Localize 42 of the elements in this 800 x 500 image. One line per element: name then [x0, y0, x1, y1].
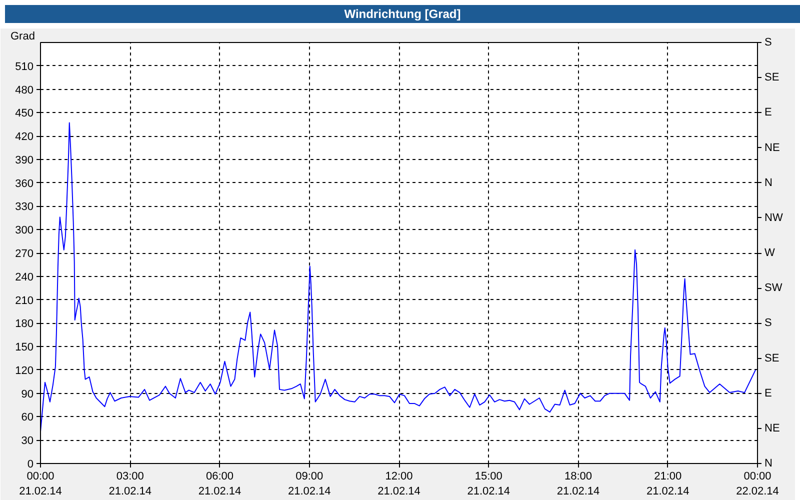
x-tick-label: 15:00 21.02.14	[467, 470, 510, 498]
y-tick-label: 480	[15, 84, 34, 96]
category-label: NE	[764, 422, 780, 434]
category-label: E	[764, 387, 772, 400]
y-tick-label: 30	[21, 435, 34, 448]
y-tick-label: 240	[15, 271, 34, 284]
y-tick-label: 390	[15, 154, 34, 166]
y-tick-label: 450	[15, 108, 34, 120]
y-tick-label: 330	[15, 201, 34, 214]
y-tick-label: 420	[15, 131, 34, 144]
y-tick-label: 90	[21, 388, 34, 400]
y-tick-label: 150	[15, 342, 34, 354]
x-tick-label: 21:00 21.02.14	[646, 470, 690, 498]
chart-title: Windrichtung [Grad]	[344, 6, 461, 23]
y-tick-label: 60	[21, 412, 34, 424]
category-label: SE	[764, 352, 780, 364]
x-tick-label: 12:00 21.02.14	[378, 470, 420, 498]
x-tick-label: 06:00 21.02.14	[198, 470, 242, 498]
x-tick-label: 03:00 21.02.14	[108, 470, 152, 498]
category-label: NE	[764, 142, 780, 154]
x-tick-label: 09:00 21.02.14	[288, 470, 331, 498]
y-tick-label: 0	[27, 458, 34, 470]
category-label: W	[764, 247, 775, 259]
y-tick-label: 120	[15, 364, 34, 377]
category-label: N	[764, 458, 772, 470]
category-label: E	[764, 106, 772, 119]
y-axis-title: Grad	[10, 30, 35, 42]
category-label: S	[764, 36, 772, 48]
category-label: S	[764, 317, 772, 330]
x-tick-label: 18:00 21.02.14	[556, 470, 600, 498]
category-label: N	[764, 176, 772, 189]
y-tick-label: 510	[15, 60, 34, 73]
category-label: SE	[764, 72, 780, 84]
y-tick-label: 210	[15, 294, 34, 307]
y-tick-label: 300	[15, 224, 34, 237]
y-tick-label: 270	[15, 248, 34, 260]
y-tick-label: 180	[15, 318, 34, 330]
category-label: SW	[764, 282, 782, 294]
category-label: NW	[764, 212, 783, 224]
x-tick-label: 00:00 22.02.14	[736, 470, 779, 498]
x-tick-label: 00:00 21.02.14	[19, 470, 62, 498]
y-tick-label: 360	[15, 178, 34, 190]
